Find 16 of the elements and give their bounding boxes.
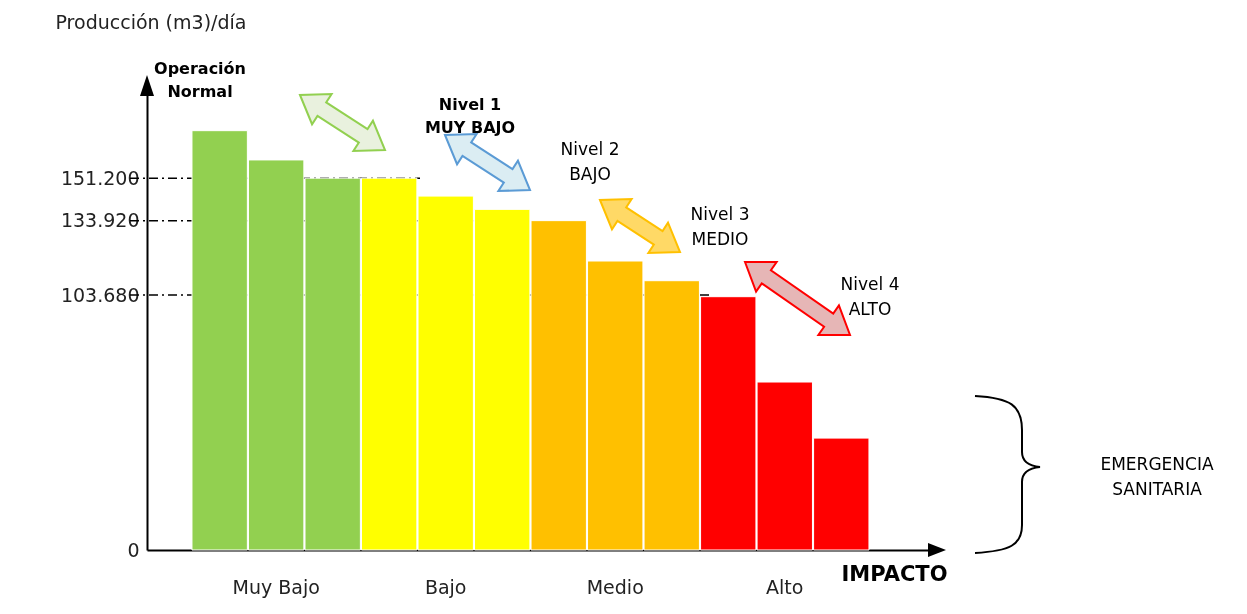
annotation: Operación Normal <box>154 59 246 102</box>
x-axis-title: IMPACTO <box>841 561 948 586</box>
x-tick-label: Muy Bajo <box>232 575 320 598</box>
annotation: Nivel 3 MEDIO <box>690 204 750 249</box>
annotation: Nivel 1 MUY BAJO <box>424 95 516 138</box>
x-tick-label: Bajo <box>424 575 467 598</box>
x-tick-label: Alto <box>766 575 804 598</box>
y-tick-label: 151.200 <box>60 166 140 189</box>
text: EMERGENCIA SANITARIA <box>1100 454 1214 499</box>
x-tick-label: Medio <box>586 575 644 598</box>
y-tick-label: 103.680 <box>60 283 140 306</box>
y-tick-label: 133.920 <box>60 209 140 232</box>
annotation: Nivel 4 ALTO <box>840 274 900 319</box>
annotation: Nivel 2 BAJO <box>560 139 620 184</box>
y-axis-title: Producción (m3)/día <box>55 10 247 33</box>
y-tick-label: 0 <box>127 538 140 561</box>
